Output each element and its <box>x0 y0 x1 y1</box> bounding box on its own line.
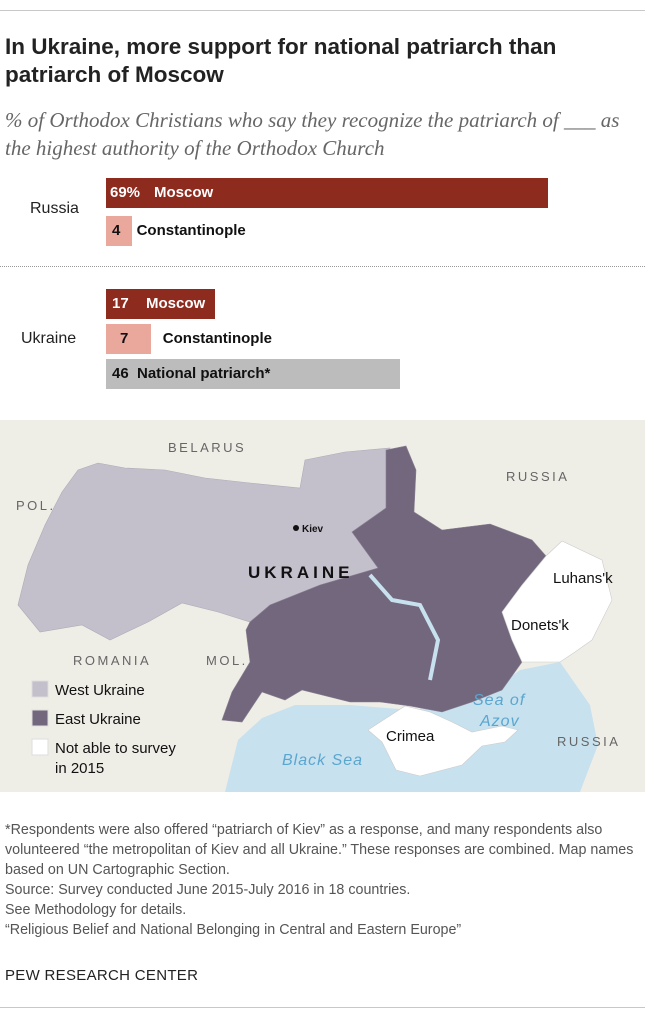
label-ukraine: UKRAINE <box>248 563 353 582</box>
label-kiev: Kiev <box>302 524 324 535</box>
footnote: *Respondents were also offered “patriarc… <box>5 822 634 878</box>
top-rule <box>0 10 645 11</box>
country-label-russia: Russia <box>30 200 79 217</box>
label-donetsk: Donets'k <box>511 617 569 634</box>
west-ukraine-region <box>17 447 391 641</box>
bar-category-label: National patriarch* <box>137 365 271 382</box>
legend-label: East Ukraine <box>55 711 141 728</box>
chart-title: In Ukraine, more support for national pa… <box>5 34 557 87</box>
label-sea-of-azov: Sea of <box>473 692 526 709</box>
legend-label-cont: in 2015 <box>55 760 104 777</box>
brand-label: PEW RESEARCH CENTER <box>5 967 199 984</box>
bar-russia-moscow <box>106 178 548 208</box>
footnotes: *Respondents were also offered “patriarc… <box>5 820 640 940</box>
bar-value-label: 4 <box>112 222 121 239</box>
report-title: “Religious Belief and National Belonging… <box>5 922 462 938</box>
bar-ukraine-moscow <box>106 289 215 319</box>
label-russia-north: RUSSIA <box>506 469 569 484</box>
not-surveyed-donbas <box>501 540 613 663</box>
bar-category-label: Moscow <box>146 295 206 312</box>
bar-category-label: Constantinople <box>162 330 272 347</box>
label-crimea: Crimea <box>386 728 435 745</box>
bar-category-label: Constantinople <box>136 222 246 239</box>
group-divider <box>0 266 645 267</box>
bar-value-label: 7 <box>120 330 129 347</box>
legend-label: West Ukraine <box>55 682 145 699</box>
bottom-rule <box>0 1007 645 1008</box>
dnieper-river <box>368 573 441 681</box>
country-label-ukraine: Ukraine <box>21 330 77 347</box>
label-romania: ROMANIA <box>73 653 151 668</box>
legend-label: Not able to survey <box>55 740 176 757</box>
bar-value-label: 17 <box>112 295 129 312</box>
bar-category-label: Moscow <box>154 184 214 201</box>
label-luhansk: Luhans'k <box>553 570 613 587</box>
source-note: Source: Survey conducted June 2015-July … <box>5 882 411 898</box>
legend-swatch <box>31 738 49 756</box>
not-surveyed-crimea <box>367 705 519 777</box>
label-sea-of-azov-2: Azov <box>479 713 520 730</box>
label-moldova: MOL. <box>206 653 248 668</box>
east-ukraine-region <box>221 445 547 723</box>
label-poland: POL. <box>16 498 56 513</box>
methodology-note: See Methodology for details. <box>5 902 187 918</box>
ukraine-map: BELARUS RUSSIA POL. ROMANIA MOL. RUSSIA UKRAIN… <box>0 420 645 792</box>
label-russia-south: RUSSIA <box>557 734 620 749</box>
chart-subtitle: % of Orthodox Christians who say they re… <box>5 108 620 160</box>
label-black-sea: Black Sea <box>282 752 363 769</box>
legend-swatch <box>31 680 49 698</box>
bar-russia-constantinople <box>106 216 132 246</box>
bar-ukraine-national-patriarch <box>106 359 401 389</box>
bar-value-label: 69% <box>110 184 141 201</box>
bar-value-label: 46 <box>112 365 129 382</box>
kiev-marker <box>293 525 299 531</box>
label-belarus: BELARUS <box>168 440 246 455</box>
legend-swatch <box>31 709 49 727</box>
bar-ukraine-constantinople <box>106 324 151 354</box>
